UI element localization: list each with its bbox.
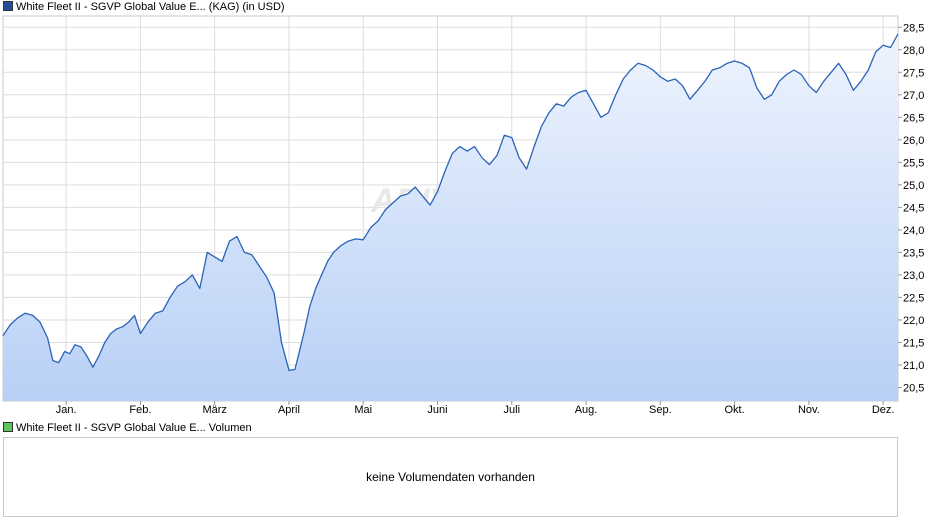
y-tick-label: 28,5	[903, 22, 924, 34]
x-tick-label: März	[202, 404, 226, 416]
y-tick-label: 24,5	[903, 202, 924, 214]
y-tick-label: 23,5	[903, 247, 924, 259]
y-tick-label: 25,5	[903, 157, 924, 169]
x-tick-label: Okt.	[725, 404, 745, 416]
y-tick-label: 26,5	[903, 112, 924, 124]
y-tick-label: 20,5	[903, 382, 924, 394]
price-legend: White Fleet II - SGVP Global Value E... …	[3, 0, 285, 14]
y-tick-label: 22,0	[903, 315, 924, 327]
y-tick-label: 27,0	[903, 90, 924, 102]
price-legend-swatch	[3, 1, 13, 11]
price-line	[2, 33, 899, 372]
price-chart: ARIVA.DE 20,521,021,522,022,523,023,524,…	[2, 15, 924, 416]
y-tick-label: 28,0	[903, 45, 924, 57]
volume-panel: keine Volumendaten vorhanden	[3, 437, 898, 517]
y-tick-label: 26,0	[903, 135, 924, 147]
y-tick-label: 27,5	[903, 67, 924, 79]
series-layer	[2, 33, 899, 401]
volume-legend-label: White Fleet II - SGVP Global Value E... …	[16, 422, 252, 434]
y-tick-label: 24,0	[903, 225, 924, 237]
y-tick-label: 21,0	[903, 360, 924, 372]
price-area-fill	[3, 34, 898, 401]
x-tick-label: Juni	[427, 404, 447, 416]
y-tick-label: 23,0	[903, 270, 924, 282]
y-axis-ticks: 20,5 21,0 21,5 22,0 22,5 23,0 23,5 24,0 24,5 25,0…	[898, 22, 924, 394]
y-tick-label: 22,5	[903, 292, 924, 304]
x-axis-ticks: Jan. Feb. März April Mai Juni Juli Aug. Sep. Okt.…	[56, 401, 895, 416]
no-volume-message: keine Volumendaten vorhanden	[366, 470, 535, 484]
x-tick-label: Dez.	[872, 404, 895, 416]
x-tick-label: Jan.	[56, 404, 77, 416]
x-tick-label: Sep.	[649, 404, 672, 416]
x-tick-label: Feb.	[129, 404, 151, 416]
x-tick-label: Mai	[354, 404, 372, 416]
x-tick-label: April	[278, 404, 300, 416]
x-tick-label: Nov.	[798, 404, 820, 416]
y-tick-label: 21,5	[903, 337, 924, 349]
volume-legend-swatch	[3, 422, 13, 432]
x-tick-label: Aug.	[575, 404, 598, 416]
price-legend-label: White Fleet II - SGVP Global Value E... …	[16, 1, 285, 13]
y-tick-label: 25,0	[903, 180, 924, 192]
volume-legend: White Fleet II - SGVP Global Value E... …	[3, 421, 252, 435]
x-tick-label: Juli	[504, 404, 521, 416]
